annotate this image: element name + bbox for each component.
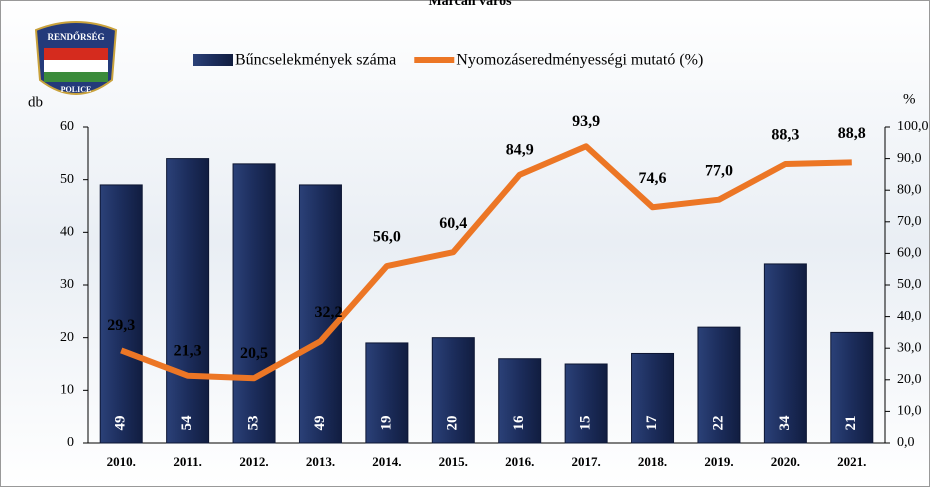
logo: RENDŐRSÉG POLICE xyxy=(34,21,118,95)
line-value-label: 88,3 xyxy=(771,127,799,144)
logo-text: POLICE xyxy=(61,85,92,94)
y-tick-label: 30 xyxy=(60,277,74,292)
bar-value-label: 19 xyxy=(378,416,394,431)
y-tick-label: 20 xyxy=(60,330,74,345)
legend-label: Bűncselekmények száma xyxy=(235,52,396,69)
bar-value-label: 49 xyxy=(312,416,328,431)
y2-tick-label: 100,0 xyxy=(897,119,929,134)
line xyxy=(120,143,852,382)
y2-tick-label: 20,0 xyxy=(897,372,922,387)
x-tick-label: 2010. xyxy=(107,454,136,469)
bar xyxy=(697,326,741,444)
bar-value-label: 22 xyxy=(710,416,726,431)
y-axis-label: db xyxy=(28,94,43,110)
bar-value-label: 49 xyxy=(113,416,129,431)
x-tick-label: 2017. xyxy=(572,454,601,469)
legend-label: Nyomozáseredményességi mutató (%) xyxy=(456,52,703,69)
bar xyxy=(298,184,342,444)
y2-tick-label: 10,0 xyxy=(897,404,922,419)
line-value-label: 29,3 xyxy=(107,317,135,334)
x-tick-label: 2020. xyxy=(771,454,800,469)
line-value-label: 84,9 xyxy=(506,141,534,158)
y2-tick-label: 90,0 xyxy=(897,151,922,166)
line-value-label: 77,0 xyxy=(705,162,733,179)
line-value-label: 56,0 xyxy=(373,229,401,246)
bar xyxy=(365,342,409,444)
y-tick-label: 40 xyxy=(60,225,74,240)
y-tick-label: 60 xyxy=(60,119,74,134)
x-tick-label: 2018. xyxy=(638,454,667,469)
x-tick-label: 2015. xyxy=(439,454,468,469)
line-value-label: 93,9 xyxy=(572,113,600,130)
x-tick-label: 2013. xyxy=(306,454,335,469)
bar-value-label: 20 xyxy=(445,416,461,431)
bar-value-label: 54 xyxy=(179,415,195,431)
bar-value-label: 17 xyxy=(644,415,660,431)
y-tick-label: 10 xyxy=(60,383,74,398)
y2-tick-label: 40,0 xyxy=(897,309,922,324)
line-value-label: 32,2 xyxy=(314,304,342,321)
y2-tick-label: 80,0 xyxy=(897,182,922,197)
x-tick-label: 2012. xyxy=(239,454,268,469)
y2-tick-label: 0,0 xyxy=(897,435,915,450)
x-tick-label: 2014. xyxy=(372,454,401,469)
bar xyxy=(564,363,608,444)
bar xyxy=(830,331,874,444)
bar xyxy=(631,352,675,444)
chart-title: Marcali város xyxy=(428,0,512,9)
bar xyxy=(99,184,143,444)
line-value-label: 21,3 xyxy=(174,342,202,359)
bar xyxy=(232,163,276,444)
legend-swatch xyxy=(193,54,233,66)
bar-value-label: 34 xyxy=(777,415,793,431)
x-tick-label: 2011. xyxy=(173,454,202,469)
y2-tick-label: 30,0 xyxy=(897,340,922,355)
y2-tick-label: 50,0 xyxy=(897,277,922,292)
line-value-label: 60,4 xyxy=(439,215,467,232)
line-value-label: 74,6 xyxy=(639,170,667,187)
line-value-label: 88,8 xyxy=(838,125,866,142)
bar-value-label: 15 xyxy=(578,416,594,431)
bar xyxy=(498,358,542,444)
y-tick-label: 0 xyxy=(67,435,74,450)
y-tick-label: 50 xyxy=(60,172,74,187)
logo-text: RENDŐRSÉG xyxy=(47,32,104,42)
bar xyxy=(431,337,475,444)
x-tick-label: 2019. xyxy=(704,454,733,469)
bar-value-label: 53 xyxy=(245,416,261,431)
bar-value-label: 21 xyxy=(843,416,859,431)
bar-value-label: 16 xyxy=(511,415,527,431)
x-tick-label: 2016. xyxy=(505,454,534,469)
y2-tick-label: 60,0 xyxy=(897,246,922,261)
y2-tick-label: 70,0 xyxy=(897,214,922,229)
y2-axis-label: % xyxy=(903,91,916,107)
bar xyxy=(166,158,210,444)
bar xyxy=(763,263,807,444)
line-value-label: 20,5 xyxy=(240,345,268,362)
x-tick-label: 2021. xyxy=(837,454,866,469)
